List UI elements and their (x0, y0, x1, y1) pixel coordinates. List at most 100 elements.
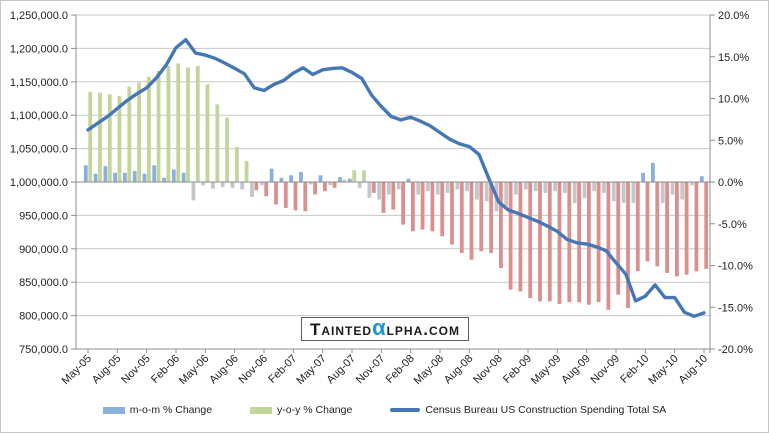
mom-bar (201, 182, 205, 186)
mom-bar (299, 172, 303, 182)
mom-bar (553, 182, 557, 192)
yoy-bar (450, 182, 454, 245)
yoy-bar (186, 67, 190, 182)
mom-bar (504, 182, 509, 207)
watermark-alpha-glyph: α (372, 315, 387, 340)
mom-bar (660, 182, 665, 203)
x-axis-label: Nov-06 (237, 353, 271, 387)
legend-item-yoy: y-o-y % Change (250, 404, 352, 416)
mom-bar (142, 173, 147, 182)
x-axis-label: Nov-07 (354, 353, 388, 387)
yoy-bar (283, 182, 288, 208)
mom-bar (171, 169, 176, 182)
mom-bar (475, 182, 479, 200)
mom-bar (328, 182, 333, 186)
mom-bar (308, 182, 313, 185)
mom-bar (651, 162, 655, 182)
watermark: Tainted α lpha.com (301, 317, 469, 341)
mom-bar (123, 172, 127, 182)
legend-item-line: Census Bureau US Construction Spending T… (390, 404, 666, 416)
yoy-bar (225, 117, 229, 182)
mom-bar (445, 182, 450, 193)
mom-series-swatch (102, 406, 125, 414)
mom-bar (289, 175, 293, 182)
x-axis-label: Feb-06 (149, 353, 182, 386)
yoy-bar (342, 179, 347, 182)
right-axis-label: 5.0% (718, 135, 743, 147)
mom-bar (259, 182, 264, 186)
yoy-bar (528, 182, 533, 299)
mom-bar (152, 165, 157, 182)
yoy-bar (323, 182, 327, 192)
yoy-bar (98, 92, 102, 182)
mom-bar (240, 182, 245, 190)
line-series-swatch (390, 408, 421, 412)
yoy-bar (655, 182, 660, 267)
yoy-bar (430, 182, 435, 232)
right-axis-label: -5.0% (718, 219, 747, 231)
mom-bar (641, 172, 645, 182)
yoy-bar (518, 182, 523, 292)
mom-bar (406, 178, 411, 182)
yoy-bar (411, 182, 415, 232)
yoy-bar (332, 182, 337, 188)
yoy-bar (489, 182, 493, 253)
watermark-text-pre: Tainted (310, 319, 373, 339)
mom-bar (563, 182, 567, 193)
yoy-bar (675, 182, 679, 277)
yoy-bar (137, 82, 141, 182)
yoy-bar (694, 182, 699, 272)
mom-bar (269, 168, 274, 182)
right-axis-label: 0.0% (718, 177, 743, 189)
mom-bar (250, 182, 254, 197)
left-axis-label: 1,150,000.0 (10, 77, 68, 89)
left-axis-label: 800,000.0 (19, 311, 68, 323)
x-axis-label: Aug-06 (207, 353, 241, 387)
mom-bar (113, 172, 117, 182)
mom-bar (377, 182, 381, 200)
mom-bar (132, 171, 137, 182)
right-axis-label: -20.0% (718, 344, 753, 356)
legend-label-line: Census Bureau US Construction Spending T… (425, 404, 667, 416)
yoy-bar (235, 146, 239, 182)
yoy-bar (401, 182, 405, 225)
left-axis-label: 950,000.0 (19, 210, 68, 222)
x-axis-label: Aug-10 (677, 353, 711, 387)
x-axis-label: Feb-09 (501, 353, 534, 386)
yoy-bar (88, 91, 93, 182)
chart-legend: m-o-m % Change y-o-y % Change Census Bur… (1, 404, 768, 416)
x-axis-label: Nov-05 (119, 353, 153, 387)
yoy-bar (635, 182, 640, 272)
left-axis-label: 1,000,000.0 (10, 177, 68, 189)
mom-bar (699, 176, 704, 182)
mom-bar (572, 182, 577, 203)
yoy-bar (459, 182, 464, 253)
yoy-bar (274, 182, 278, 205)
mom-bar (416, 182, 421, 195)
x-axis-label: May-06 (177, 353, 211, 387)
right-axis-label: -15.0% (718, 302, 753, 314)
yoy-bar (293, 182, 298, 211)
yoy-bar (313, 182, 317, 195)
yoy-bar (547, 182, 552, 302)
yoy-bar (606, 182, 611, 310)
yoy-bar (616, 182, 621, 295)
yoy-bar (479, 182, 484, 252)
mom-bar (357, 182, 362, 188)
x-axis-label: Nov-09 (589, 353, 623, 387)
x-axis-label: Aug-07 (325, 353, 359, 387)
mom-bar (533, 182, 538, 192)
right-axis-label: -10.0% (718, 261, 753, 273)
yoy-bar (381, 182, 386, 213)
mom-bar (690, 182, 694, 186)
mom-bar (514, 182, 518, 195)
yoy-bar (264, 182, 269, 197)
x-axis-label: May-05 (60, 353, 94, 387)
mom-bar (621, 182, 626, 203)
mom-bar (611, 182, 616, 202)
mom-bar (631, 182, 636, 203)
left-axis-label: 850,000.0 (19, 277, 68, 289)
mom-bar (543, 182, 548, 193)
yoy-bar (538, 182, 542, 302)
